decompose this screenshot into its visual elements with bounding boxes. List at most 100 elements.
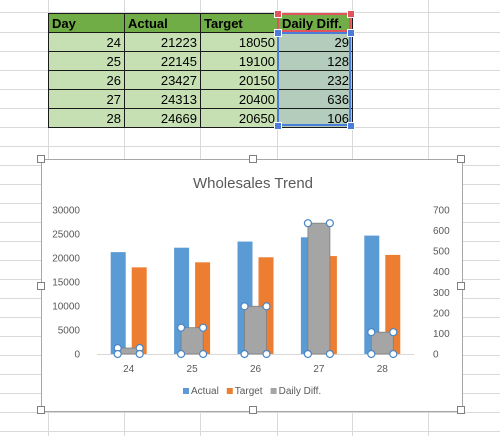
series-selection-handle[interactable]	[177, 323, 186, 332]
cell-daily-diff[interactable]: 232	[278, 70, 353, 90]
table-row: 26 23427 20150 232	[48, 70, 353, 90]
left-tick-label: 5000	[58, 326, 81, 337]
table-row: 28 24669 20650 106	[48, 108, 353, 128]
cell-target[interactable]: 20150	[200, 70, 279, 90]
cell-daily-diff[interactable]: 29	[278, 32, 353, 52]
table-row: 24 21223 18050 29	[48, 32, 353, 52]
cell-day[interactable]: 25	[48, 51, 125, 71]
series-selection-handle[interactable]	[199, 323, 208, 332]
right-tick-label: 0	[433, 350, 439, 361]
series-selection-handle[interactable]	[325, 219, 334, 228]
header-actual[interactable]: Actual	[124, 13, 201, 33]
bars-group	[110, 219, 401, 359]
chart-resize-handle[interactable]	[249, 406, 257, 414]
table-row: 25 22145 19100 128	[48, 51, 353, 71]
left-tick-label: 0	[74, 350, 80, 361]
right-tick-label: 100	[433, 329, 450, 340]
right-tick-label: 200	[433, 308, 450, 319]
gridline	[0, 127, 500, 128]
bar-target[interactable]	[131, 267, 147, 354]
bar-target[interactable]	[385, 254, 401, 354]
x-axis: 24 25 26 27 28	[123, 364, 388, 375]
chart-resize-handle[interactable]	[37, 406, 45, 414]
table-header-row: Day Actual Target Daily Diff.	[48, 13, 353, 33]
bar-actual[interactable]	[110, 252, 126, 354]
series-selection-handle[interactable]	[135, 349, 144, 359]
right-tick-label: 600	[433, 226, 450, 237]
cell-actual[interactable]: 23427	[124, 70, 201, 90]
legend-label: Target	[235, 386, 263, 397]
chart-resize-handle[interactable]	[457, 155, 465, 163]
chart-resize-handle[interactable]	[457, 406, 465, 414]
cell-target[interactable]: 18050	[200, 32, 279, 52]
cell-actual[interactable]: 22145	[124, 51, 201, 71]
legend-swatch	[226, 388, 233, 394]
gridline	[0, 146, 500, 147]
series-selection-handle[interactable]	[262, 302, 271, 311]
chart-resize-handle[interactable]	[37, 155, 45, 163]
series-selection-handle[interactable]	[199, 349, 208, 359]
cell-day[interactable]: 24	[48, 32, 125, 52]
cell-daily-diff[interactable]: 128	[278, 51, 353, 71]
cell-actual[interactable]: 21223	[124, 32, 201, 52]
chart-object[interactable]: Wholesales Trend 0 5000 10000 15000 20000 250…	[37, 155, 465, 414]
left-tick-label: 15000	[52, 278, 80, 289]
cell-day[interactable]: 28	[48, 108, 125, 128]
bar-daily-diff[interactable]	[370, 331, 394, 355]
cell-target[interactable]: 19100	[200, 51, 279, 71]
series-selection-handle[interactable]	[389, 349, 398, 359]
right-tick-label: 400	[433, 267, 450, 278]
cell-day[interactable]: 27	[48, 89, 125, 109]
left-tick-label: 30000	[52, 206, 80, 217]
right-tick-label: 700	[433, 206, 450, 217]
series-selection-handle[interactable]	[262, 349, 271, 359]
series-selection-handle[interactable]	[367, 349, 376, 359]
chart-title: Wholesales Trend	[193, 175, 313, 192]
chart-resize-handle[interactable]	[37, 282, 45, 290]
cell-daily-diff[interactable]: 106	[278, 108, 353, 128]
series-selection-handle[interactable]	[177, 349, 186, 359]
header-day[interactable]: Day	[48, 13, 125, 33]
chart-resize-handle[interactable]	[457, 282, 465, 290]
cell-target[interactable]: 20400	[200, 89, 279, 109]
series-selection-handle[interactable]	[367, 328, 376, 337]
series-selection-handle[interactable]	[303, 349, 312, 359]
x-tick-label: 25	[187, 364, 199, 375]
cell-day[interactable]: 26	[48, 70, 125, 90]
series-selection-handle[interactable]	[389, 328, 398, 337]
cell-actual[interactable]: 24669	[124, 108, 201, 128]
selection-handle[interactable]	[347, 122, 355, 130]
selection-handle[interactable]	[274, 122, 282, 130]
series-selection-handle[interactable]	[240, 349, 249, 359]
header-daily-diff[interactable]: Daily Diff.	[278, 13, 353, 33]
data-table[interactable]: Day Actual Target Daily Diff. 24 21223 1…	[48, 13, 353, 128]
legend-label: Actual	[191, 386, 219, 397]
legend-swatch	[183, 388, 189, 394]
cell-actual[interactable]: 24313	[124, 89, 201, 109]
bar-daily-diff[interactable]	[244, 305, 267, 355]
table-row: 27 24313 20400 636	[48, 89, 353, 109]
left-tick-label: 25000	[52, 230, 80, 241]
bar-actual[interactable]	[364, 235, 380, 354]
cell-target[interactable]: 20650	[200, 108, 279, 128]
series-selection-handle[interactable]	[325, 349, 334, 359]
series-selection-handle[interactable]	[240, 302, 249, 311]
header-target[interactable]: Target	[200, 13, 279, 33]
series-selection-handle[interactable]	[303, 219, 312, 228]
x-tick-label: 27	[313, 364, 325, 375]
series-selection-handle[interactable]	[113, 349, 122, 359]
selection-handle[interactable]	[347, 29, 355, 37]
gridline	[0, 431, 500, 432]
chart-legend[interactable]: Actual Target Daily Diff.	[183, 386, 321, 397]
legend-label: Daily Diff.	[279, 386, 322, 397]
x-tick-label: 28	[377, 364, 389, 375]
bar-daily-diff[interactable]	[180, 327, 204, 355]
selection-handle[interactable]	[274, 29, 282, 37]
bar-daily-diff[interactable]	[307, 222, 331, 355]
cell-daily-diff[interactable]: 636	[278, 89, 353, 109]
x-tick-label: 24	[123, 364, 135, 375]
selection-handle[interactable]	[347, 10, 355, 18]
chart-resize-handle[interactable]	[249, 155, 257, 163]
selection-handle[interactable]	[274, 10, 282, 18]
right-tick-label: 300	[433, 288, 450, 299]
